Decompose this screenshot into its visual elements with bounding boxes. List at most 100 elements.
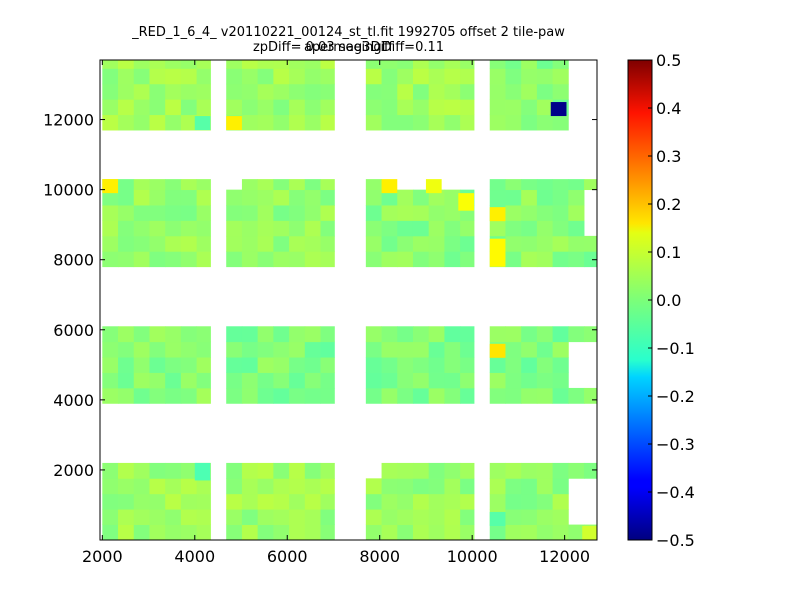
heatmap-cell xyxy=(304,251,321,268)
heatmap-cell xyxy=(241,179,259,191)
heatmap-cell xyxy=(521,99,538,116)
heatmap-cell xyxy=(196,60,211,69)
heatmap-cell xyxy=(165,114,182,131)
heatmap-cell xyxy=(381,189,398,206)
heatmap-cell xyxy=(149,478,166,495)
heatmap-cell xyxy=(226,326,243,343)
heatmap-cell xyxy=(320,189,335,206)
heatmap-cell xyxy=(552,114,569,131)
heatmap-cell xyxy=(257,83,274,100)
heatmap-cell xyxy=(196,357,211,373)
heatmap-cell xyxy=(489,60,506,69)
heatmap-cell xyxy=(226,357,243,373)
heatmap-cell xyxy=(444,493,461,510)
heatmap-cell xyxy=(552,493,569,510)
heatmap-cell xyxy=(133,493,150,510)
heatmap-cell xyxy=(444,509,461,525)
heatmap-cell xyxy=(505,524,522,540)
heatmap-cell xyxy=(180,357,198,373)
heatmap-cell xyxy=(365,235,382,252)
heatmap-cell xyxy=(102,357,119,373)
heatmap-cell xyxy=(552,341,569,358)
heatmap-cell xyxy=(568,462,585,479)
heatmap-cell xyxy=(444,235,461,252)
heatmap-cell xyxy=(273,524,290,540)
heatmap-cell xyxy=(133,251,150,268)
heatmap-cell xyxy=(304,235,321,252)
heatmap-cell xyxy=(118,509,135,525)
heatmap-cell xyxy=(241,220,259,237)
heatmap-cell xyxy=(412,524,430,540)
heatmap-cell-highlight xyxy=(194,116,211,131)
heatmap-cell xyxy=(165,326,182,343)
heatmap-cell xyxy=(397,99,414,116)
heatmap-cell xyxy=(102,189,119,206)
heatmap-cell xyxy=(289,387,306,404)
heatmap-cell xyxy=(149,220,166,237)
x-tick-label: 6000 xyxy=(267,547,308,566)
heatmap-cell xyxy=(180,478,198,495)
heatmap-cell xyxy=(304,114,321,131)
heatmap-cell xyxy=(397,83,414,100)
heatmap-cell xyxy=(241,372,259,389)
heatmap-cell xyxy=(568,220,585,237)
heatmap-cell xyxy=(412,83,430,100)
heatmap-cell xyxy=(102,372,119,389)
heatmap-cell xyxy=(273,478,290,495)
heatmap-cell xyxy=(320,478,335,495)
y-tick-label: 12000 xyxy=(43,111,94,130)
heatmap-cell xyxy=(273,493,290,510)
heatmap-cell xyxy=(460,509,475,525)
heatmap-cell xyxy=(257,99,274,116)
heatmap-cell xyxy=(304,205,321,221)
heatmap-cell xyxy=(257,357,274,373)
heatmap-cell xyxy=(444,83,461,100)
heatmap-cell xyxy=(397,462,414,479)
heatmap-cell xyxy=(428,357,445,373)
heatmap-cell xyxy=(289,220,306,237)
heatmap-cell xyxy=(289,462,306,479)
heatmap-cell xyxy=(505,357,522,373)
heatmap-cell xyxy=(102,493,119,510)
heatmap-cell xyxy=(118,189,135,206)
heatmap-cell xyxy=(304,60,321,69)
y-axis: 2000 4000 6000 8000 10000 12000 xyxy=(43,111,597,480)
heatmap-cell xyxy=(320,462,335,479)
heatmap-cell xyxy=(568,524,585,540)
heatmap-cell xyxy=(165,462,182,479)
heatmap-cell xyxy=(257,493,274,510)
heatmap-cell xyxy=(584,179,597,191)
heatmap-cell xyxy=(536,478,554,495)
heatmap-cell xyxy=(133,372,150,389)
heatmap-cell xyxy=(289,341,306,358)
heatmap-cell xyxy=(133,83,150,100)
heatmap-cell xyxy=(505,114,522,131)
heatmap-cell xyxy=(304,179,321,191)
heatmap-cell xyxy=(428,326,445,343)
heatmap-cell xyxy=(397,524,414,540)
heatmap-cell xyxy=(289,235,306,252)
heatmap-cell-highlight xyxy=(226,116,242,131)
heatmap-cell xyxy=(102,341,119,358)
heatmap-cell xyxy=(381,205,398,221)
heatmap-cell xyxy=(397,205,414,221)
heatmap-cell xyxy=(365,341,382,358)
heatmap-cell xyxy=(273,205,290,221)
heatmap-cell xyxy=(584,387,597,404)
heatmap-cell xyxy=(257,524,274,540)
heatmap-cell xyxy=(397,341,414,358)
heatmap-cell xyxy=(444,205,461,221)
heatmap-cell xyxy=(149,509,166,525)
heatmap-cell xyxy=(428,114,445,131)
heatmap-cell xyxy=(568,235,585,252)
heatmap-cell xyxy=(273,372,290,389)
heatmap-cell xyxy=(444,524,461,540)
heatmap-cell xyxy=(165,179,182,191)
heatmap-cell xyxy=(428,235,445,252)
heatmap-cell xyxy=(180,509,198,525)
heatmap-cell xyxy=(489,493,506,510)
heatmap-cell xyxy=(365,326,382,343)
heatmap-cell xyxy=(584,235,597,252)
heatmap-cell xyxy=(460,387,475,404)
heatmap-cell xyxy=(444,68,461,85)
